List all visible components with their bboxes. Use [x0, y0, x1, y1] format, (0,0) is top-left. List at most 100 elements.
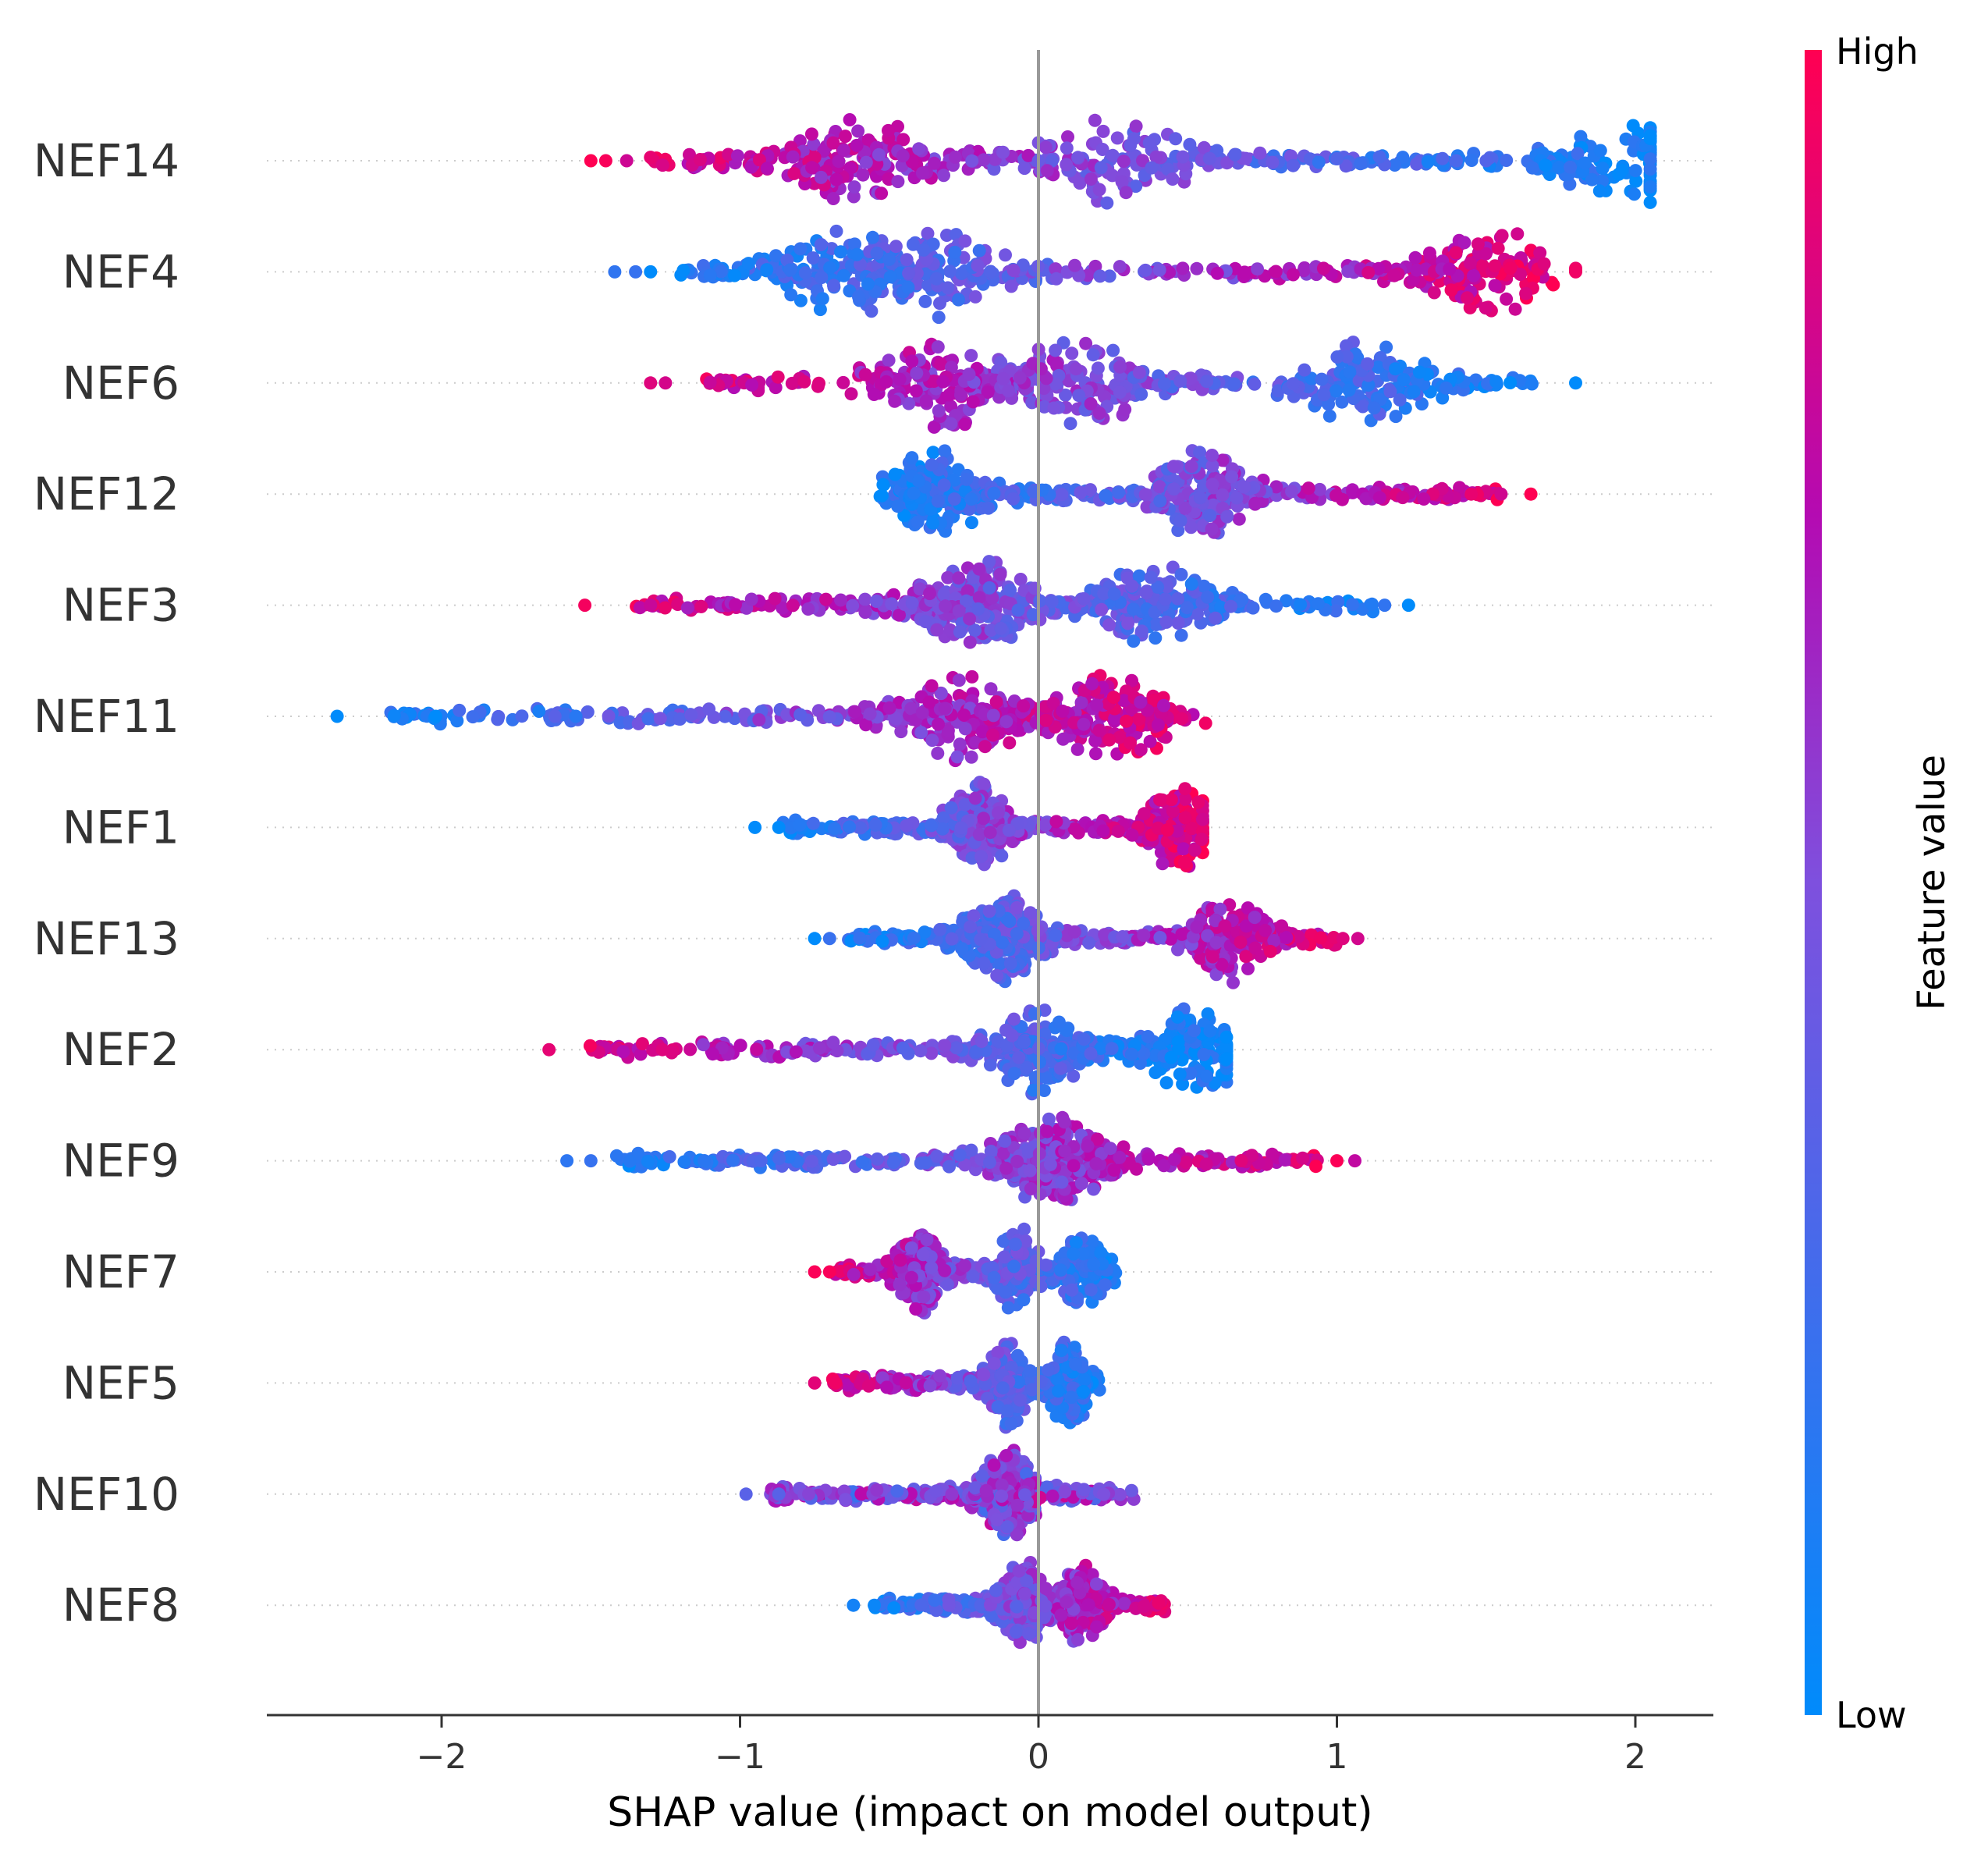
- shap-point: [1166, 172, 1180, 186]
- shap-point: [993, 567, 1007, 581]
- shap-point: [1084, 1046, 1098, 1060]
- shap-point: [834, 245, 847, 259]
- shap-point: [937, 587, 951, 601]
- shap-point: [1578, 156, 1592, 170]
- shap-point: [769, 381, 783, 395]
- shap-point: [658, 601, 672, 615]
- shap-point: [968, 289, 982, 304]
- shap-point: [826, 192, 840, 205]
- shap-point: [905, 354, 919, 368]
- shap-point: [659, 376, 673, 390]
- shap-point: [1059, 388, 1072, 402]
- shap-point: [977, 812, 990, 826]
- shap-point: [1002, 384, 1015, 398]
- feature-label: NEF14: [34, 134, 179, 187]
- shap-point: [1201, 590, 1215, 604]
- shap-point: [1457, 236, 1471, 250]
- shap-point: [693, 153, 707, 166]
- shap-point: [1315, 372, 1329, 386]
- shap-point: [515, 709, 529, 723]
- shap-point: [1361, 357, 1375, 371]
- shap-point: [858, 368, 872, 382]
- shap-point: [1365, 597, 1379, 611]
- shap-point: [1224, 599, 1237, 613]
- shap-point: [1251, 262, 1264, 276]
- shap-point: [569, 709, 583, 723]
- shap-point: [1167, 482, 1180, 496]
- shap-point: [1248, 941, 1262, 955]
- shap-point: [1330, 350, 1344, 364]
- shap-point: [848, 237, 861, 251]
- shap-point: [939, 599, 953, 613]
- shap-point: [1148, 631, 1163, 645]
- shap-point: [1003, 957, 1017, 971]
- shap-point: [1144, 570, 1158, 584]
- shap-point: [1615, 163, 1629, 177]
- shap-point: [1479, 301, 1493, 315]
- shap-point: [752, 713, 766, 726]
- shap-point: [1298, 363, 1312, 377]
- shap-point: [870, 247, 884, 260]
- shap-point: [1085, 677, 1099, 691]
- shap-point: [1069, 362, 1083, 376]
- shap-point: [999, 248, 1012, 262]
- shap-point: [813, 303, 827, 317]
- shap-point: [1118, 403, 1132, 417]
- feature-label: NEF1: [62, 801, 179, 854]
- shap-point: [768, 591, 782, 606]
- shap-point: [1205, 449, 1219, 462]
- shap-point: [952, 571, 966, 585]
- shap-point: [1585, 172, 1599, 186]
- shap-point: [1407, 385, 1421, 399]
- shap-point: [914, 1044, 928, 1058]
- shap-point: [771, 370, 785, 384]
- shap-point: [1065, 346, 1079, 360]
- shap-point: [900, 819, 914, 833]
- shap-point: [1056, 732, 1070, 746]
- shap-point: [1494, 487, 1508, 501]
- shap-point: [1072, 268, 1086, 282]
- shap-point: [847, 180, 861, 194]
- shap-point: [1503, 376, 1518, 389]
- shap-point: [1285, 485, 1298, 499]
- shap-point: [950, 1041, 964, 1055]
- shap-point: [1061, 130, 1074, 144]
- shap-point: [1280, 931, 1294, 945]
- shap-point: [1643, 152, 1657, 166]
- shap-point: [1187, 1024, 1201, 1038]
- shap-point: [1005, 1028, 1019, 1042]
- shap-point: [1436, 151, 1450, 165]
- shap-point: [978, 740, 992, 754]
- shap-point: [1228, 147, 1242, 162]
- shap-point: [948, 150, 962, 164]
- shap-point: [1266, 155, 1280, 169]
- shap-point: [1090, 698, 1104, 712]
- shap-point: [983, 1058, 997, 1072]
- shap-point: [1159, 1076, 1173, 1090]
- shap-point: [1205, 522, 1219, 536]
- shap-point: [900, 253, 914, 267]
- shap-point: [909, 384, 923, 398]
- shap-point: [944, 417, 958, 431]
- shap-point: [1159, 592, 1173, 606]
- shap-point: [986, 728, 999, 742]
- shap-point: [1079, 336, 1093, 350]
- shap-point: [1102, 733, 1116, 747]
- shap-point: [1125, 579, 1139, 593]
- shap-point: [1106, 691, 1120, 705]
- shap-point: [1372, 261, 1386, 275]
- shap-point: [750, 1042, 764, 1057]
- shap-point: [905, 596, 919, 610]
- shap-point: [936, 375, 950, 389]
- shap-point: [911, 474, 925, 488]
- shap-point: [1596, 174, 1609, 188]
- shap-point: [1111, 824, 1125, 838]
- shap-point: [829, 224, 843, 238]
- shap-point: [1100, 196, 1114, 210]
- shap-point: [1383, 385, 1397, 399]
- shap-point: [1422, 246, 1436, 260]
- shap-point: [1313, 482, 1326, 496]
- shap-point: [1084, 397, 1098, 410]
- shap-point: [387, 709, 401, 723]
- shap-point: [787, 166, 801, 180]
